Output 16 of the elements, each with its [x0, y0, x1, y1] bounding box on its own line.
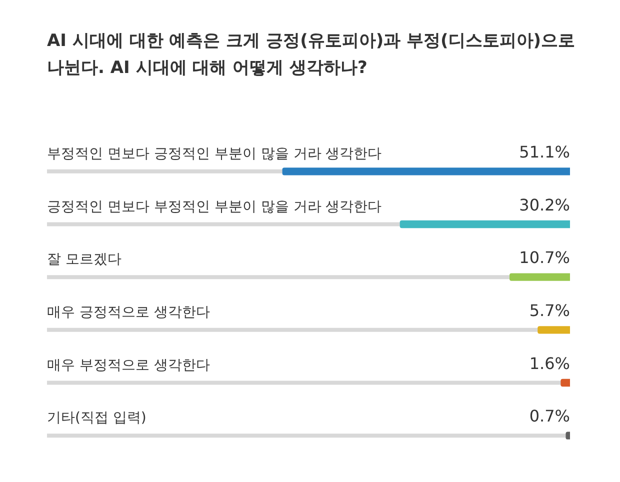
bar — [560, 378, 570, 387]
y-tick-label: 부정적인 면보다 긍정적인 부분이 많을 거라 생각한다 — [47, 146, 382, 162]
data-label: 1.6% — [529, 354, 570, 373]
y-tick-label: 기타(직접 입력) — [47, 410, 146, 426]
chart-title: AI 시대에 대한 예측은 크게 긍정(유토피아)과 부정(디스토피아)으로 나뉜다. AI 시대에 대해 어떻게 생각하나? — [47, 30, 576, 80]
data-label: 5.7% — [529, 301, 570, 320]
data-label: 51.1% — [519, 142, 570, 162]
data-label: 30.2% — [519, 195, 570, 214]
y-tick-label: 매우 부정적으로 생각한다 — [47, 357, 210, 374]
data-label: 10.7% — [519, 248, 570, 268]
y-tick-label: 긍정적인 면보다 부정적인 부분이 많을 거라 생각한다 — [47, 198, 382, 215]
data-label: 0.7% — [529, 406, 570, 426]
y-tick-label: 매우 긍정적으로 생각한다 — [47, 304, 210, 321]
y-tick-label: 잘 모르겠다 — [47, 252, 122, 268]
bar — [509, 273, 570, 281]
bar — [538, 326, 570, 334]
